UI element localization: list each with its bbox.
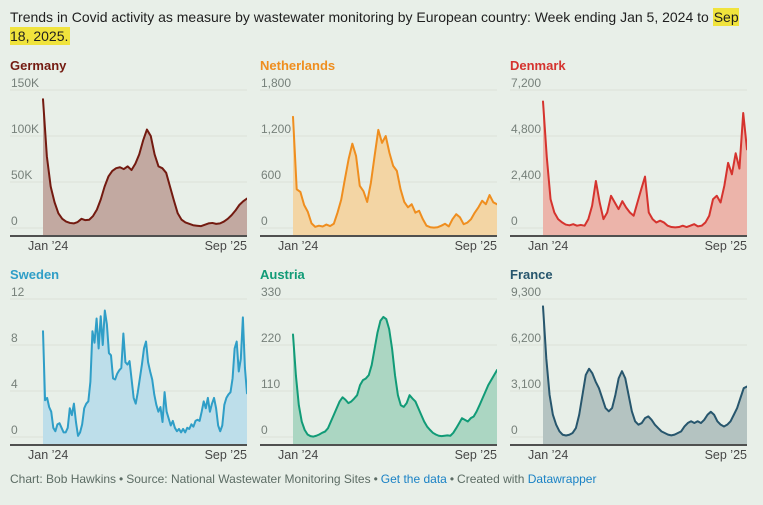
- area-series: [293, 116, 497, 235]
- y-tick-label: 50K: [11, 168, 32, 182]
- get-the-data-link[interactable]: Get the data: [380, 472, 447, 486]
- x-tick-label: Sep ’25: [455, 239, 497, 253]
- y-tick-label: 6,200: [511, 331, 541, 345]
- x-tick-label: Sep ’25: [705, 448, 747, 462]
- footer-separator: •: [373, 472, 378, 486]
- chart-panel-france: France 9,300 6,200 3,100 0 Jan ’24 Sep ’25: [510, 267, 747, 463]
- y-tick-label: 330: [261, 285, 281, 299]
- area-series: [543, 101, 747, 235]
- y-tick-label: 7,200: [511, 76, 541, 90]
- chart-panel-netherlands: Netherlands 1,800 1,200 600 0 Jan ’24 Sep ’25: [260, 58, 497, 254]
- x-tick-label: Jan ’24: [278, 239, 318, 253]
- y-tick-label: 600: [261, 168, 281, 182]
- area-chart-germany: 150K 100K 50K 0 Jan ’24 Sep ’25: [10, 76, 247, 253]
- panel-title-netherlands: Netherlands: [260, 58, 336, 73]
- y-tick-label: 0: [261, 423, 268, 437]
- y-tick-label: 220: [261, 331, 281, 345]
- y-tick-label: 0: [11, 423, 18, 437]
- chart-credit: Chart: Bob Hawkins: [10, 472, 117, 486]
- y-tick-label: 0: [11, 214, 18, 228]
- y-tick-label: 2,400: [511, 168, 541, 182]
- x-tick-label: Jan ’24: [528, 448, 568, 462]
- line-series: [42, 98, 247, 228]
- y-tick-label: 0: [511, 423, 518, 437]
- line-series: [542, 305, 747, 437]
- area-chart-sweden: 12 8 4 0 Jan ’24 Sep ’25: [10, 285, 247, 462]
- area-chart-denmark: 7,200 4,800 2,400 0 Jan ’24 Sep ’25: [510, 76, 747, 253]
- x-tick-label: Jan ’24: [528, 239, 568, 253]
- y-tick-label: 100K: [11, 122, 39, 136]
- chart-panel-sweden: Sweden 12 8 4 0 Jan ’24 Sep ’25: [10, 267, 247, 463]
- y-tick-label: 12: [11, 285, 25, 299]
- y-tick-label: 110: [261, 377, 280, 391]
- area-series: [543, 306, 747, 444]
- y-tick-label: 4: [11, 377, 18, 391]
- y-tick-label: 0: [261, 214, 268, 228]
- chart-panel-austria: Austria 330 220 110 0 Jan ’24 Sep ’25: [260, 267, 497, 463]
- x-tick-label: Sep ’25: [455, 448, 497, 462]
- line-series: [292, 115, 497, 229]
- small-multiples-grid: Germany 150K 100K 50K 0 Jan ’24 Sep ’25 Nethe…: [0, 48, 763, 463]
- area-chart-netherlands: 1,800 1,200 600 0 Jan ’24 Sep ’25: [260, 76, 497, 253]
- panel-title-sweden: Sweden: [10, 267, 60, 282]
- panel-title-austria: Austria: [260, 267, 305, 282]
- line-series: [542, 100, 747, 229]
- page-title: Trends in Covid activity as measure by w…: [0, 0, 763, 48]
- x-tick-label: Sep ’25: [205, 448, 247, 462]
- y-tick-label: 4,800: [511, 122, 541, 136]
- y-tick-label: 8: [11, 331, 18, 345]
- y-tick-label: 1,200: [261, 122, 291, 136]
- created-with-text: Created with: [457, 472, 525, 486]
- footer-separator: •: [449, 472, 455, 486]
- y-tick-label: 9,300: [511, 285, 541, 299]
- area-series: [43, 99, 247, 235]
- x-tick-label: Jan ’24: [28, 239, 68, 253]
- x-tick-label: Jan ’24: [28, 448, 68, 462]
- area-chart-austria: 330 220 110 0 Jan ’24 Sep ’25: [260, 285, 497, 462]
- y-tick-label: 150K: [11, 76, 39, 90]
- line-series: [292, 315, 497, 438]
- panel-title-france: France: [510, 267, 553, 282]
- panel-title-germany: Germany: [10, 58, 67, 73]
- area-chart-france: 9,300 6,200 3,100 0 Jan ’24 Sep ’25: [510, 285, 747, 462]
- line-series: [42, 309, 247, 437]
- footer-separator: •: [119, 472, 124, 486]
- y-tick-label: 0: [511, 214, 518, 228]
- chart-footer: Chart: Bob Hawkins • Source: National Wast…: [0, 463, 763, 492]
- x-tick-label: Jan ’24: [278, 448, 318, 462]
- x-tick-label: Sep ’25: [205, 239, 247, 253]
- y-tick-label: 1,800: [261, 76, 291, 90]
- area-series: [43, 310, 247, 444]
- datawrapper-link[interactable]: Datawrapper: [527, 472, 597, 486]
- title-text: Trends in Covid activity as measure by w…: [10, 9, 713, 25]
- chart-panel-denmark: Denmark 7,200 4,800 2,400 0 Jan ’24 Sep ’25: [510, 58, 747, 254]
- y-tick-label: 3,100: [511, 377, 541, 391]
- x-tick-label: Sep ’25: [705, 239, 747, 253]
- source-text: Source: National Wastewater Monitoring S…: [126, 472, 371, 486]
- panel-title-denmark: Denmark: [510, 58, 566, 73]
- chart-panel-germany: Germany 150K 100K 50K 0 Jan ’24 Sep ’25: [10, 58, 247, 254]
